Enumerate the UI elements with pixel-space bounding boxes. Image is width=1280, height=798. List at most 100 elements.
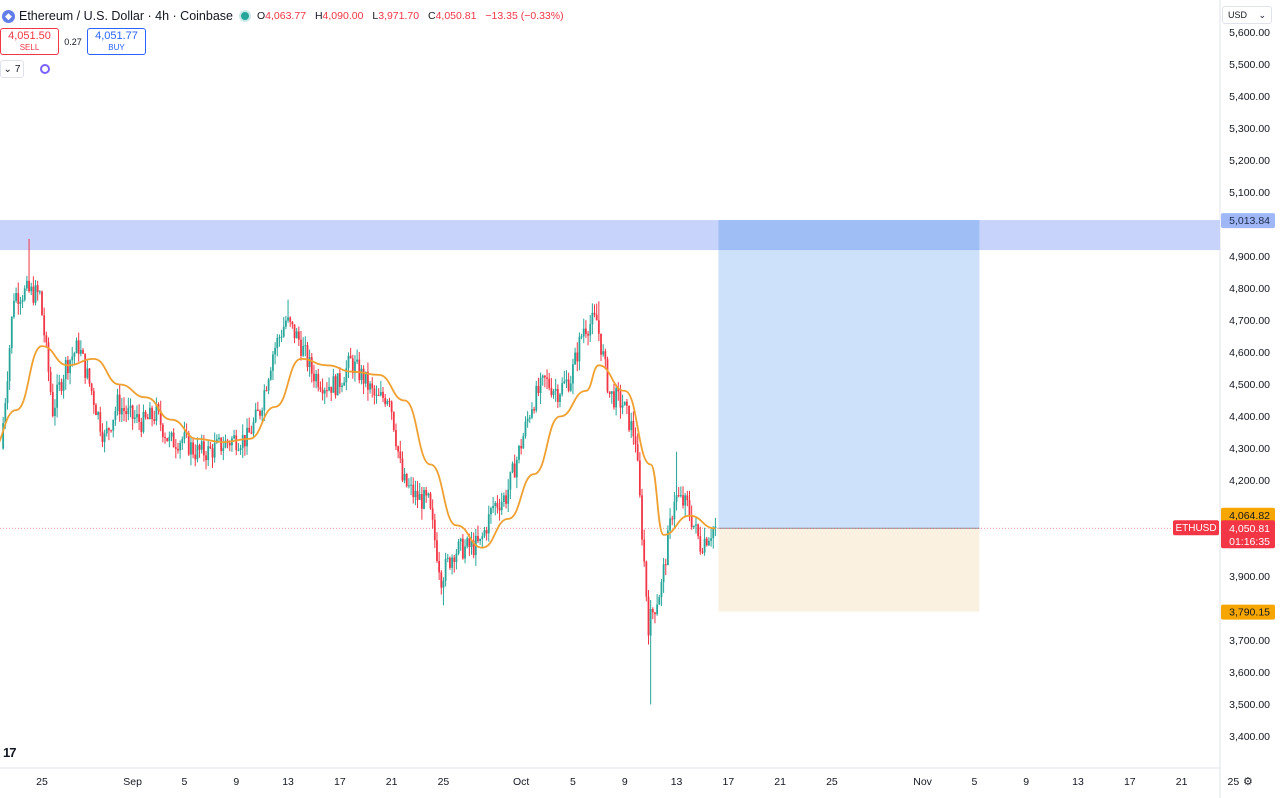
candle-body — [265, 390, 268, 392]
candle-body — [397, 446, 400, 452]
candle-body — [4, 403, 7, 424]
time-tick-label: 17 — [334, 776, 346, 788]
candle-body — [470, 540, 473, 547]
stop-price-label: 3,790.15 — [1229, 607, 1270, 619]
candle-body — [554, 388, 557, 392]
time-tick-label: 9 — [1023, 776, 1029, 788]
candle-body — [464, 546, 466, 559]
candle-body — [220, 437, 223, 452]
candle-body — [82, 349, 84, 354]
candle-body — [64, 359, 67, 380]
candle-body — [224, 440, 227, 448]
candle-body — [552, 391, 555, 396]
candle-body — [62, 379, 65, 391]
candle-body — [643, 539, 646, 562]
candlestick-series[interactable] — [2, 238, 717, 705]
time-tick-label: 25 — [36, 776, 48, 788]
candle-body — [701, 551, 704, 553]
candle-body — [567, 379, 570, 391]
candle-body — [597, 320, 600, 334]
candle-body — [580, 336, 583, 338]
candle-body — [690, 515, 693, 528]
candle-body — [207, 446, 210, 461]
candle-body — [336, 373, 339, 396]
candle-body — [453, 557, 456, 563]
candle-body — [559, 394, 561, 402]
candle-body — [43, 315, 46, 336]
candle-body — [399, 451, 402, 459]
candle-body — [487, 514, 490, 534]
candle-body — [47, 342, 50, 372]
spread-value: 0.27 — [64, 36, 82, 47]
candle-body — [25, 280, 28, 289]
candle-body — [269, 370, 272, 380]
candle-body — [671, 518, 674, 520]
price-tick-label: 3,600.00 — [1229, 667, 1270, 679]
price-tick-label: 3,400.00 — [1229, 731, 1270, 743]
symbol-title[interactable]: Ethereum / U.S. Dollar · 4h · Coinbase — [19, 9, 233, 23]
buy-button[interactable]: 4,051.77 BUY — [87, 28, 146, 55]
candle-body — [369, 383, 371, 390]
candle-body — [509, 471, 512, 490]
currency-selector[interactable]: USD ⌄ — [1222, 6, 1272, 24]
candle-body — [623, 401, 626, 406]
candle-body — [349, 355, 352, 359]
price-axis[interactable]: 3,400.00 3,500.00 3,600.00 3,700.00 3,900.00… — [1229, 27, 1270, 743]
candle-body — [36, 285, 39, 293]
candle-body — [289, 317, 292, 322]
candle-body — [222, 447, 225, 452]
candle-body — [345, 368, 348, 383]
candle-body — [641, 495, 643, 540]
candle-body — [280, 336, 283, 338]
candle-body — [459, 538, 462, 542]
candle-body — [662, 564, 665, 583]
candle-body — [310, 357, 313, 374]
candle-body — [647, 596, 650, 636]
long-position-target-area — [718, 220, 980, 529]
candle-body — [498, 507, 501, 511]
candle-body — [54, 407, 56, 416]
candle-body — [403, 473, 406, 481]
candle-body — [200, 441, 203, 450]
gear-icon[interactable]: ⚙ — [1243, 776, 1253, 788]
resistance-price-label: 5,013.84 — [1229, 215, 1270, 227]
candle-body — [149, 407, 151, 420]
drawing-layer[interactable] — [0, 220, 1220, 612]
tradingview-logo[interactable]: 17 — [3, 745, 17, 760]
sell-button[interactable]: 4,051.50 SELL — [0, 28, 59, 55]
candle-body — [123, 407, 125, 412]
candle-body — [684, 495, 687, 506]
candle-body — [308, 357, 311, 368]
candle-body — [241, 435, 244, 449]
candle-body — [479, 538, 482, 542]
candle-body — [67, 359, 69, 374]
candle-body — [144, 411, 147, 418]
candle-body — [351, 358, 354, 374]
price-tick-label: 3,700.00 — [1229, 635, 1270, 647]
candle-body — [431, 508, 434, 520]
candle-body — [649, 608, 652, 636]
loading-indicator-icon — [40, 64, 50, 74]
candle-body — [457, 541, 460, 554]
candle-body — [246, 427, 248, 447]
candle-body — [243, 435, 246, 447]
time-axis[interactable]: 25 Sep 5 9 13 17 21 25 Oct 5 9 13 17 21 25 Nov 5 9 13 17 21 2… — [36, 776, 1239, 788]
ohlc-values: O4,063.77 H4,090.00 L3,971.70 C4,050.81 … — [257, 10, 570, 22]
candle-body — [705, 538, 708, 546]
candle-body — [125, 411, 128, 415]
time-tick-label: 9 — [622, 776, 628, 788]
market-open-icon — [240, 12, 249, 20]
candle-body — [228, 442, 231, 446]
time-tick-label: 13 — [1072, 776, 1084, 788]
price-tick-label: 4,600.00 — [1229, 347, 1270, 359]
candle-body — [578, 336, 581, 362]
candle-body — [390, 401, 393, 413]
candle-body — [608, 391, 611, 394]
candle-body — [548, 378, 551, 388]
ma-price-label-box — [1221, 507, 1275, 523]
candle-body — [466, 538, 469, 547]
collapse-indicators-button[interactable]: ⌄ 7 — [0, 60, 24, 78]
high-value: 4,090.00 — [322, 10, 364, 22]
candle-body — [114, 410, 117, 420]
